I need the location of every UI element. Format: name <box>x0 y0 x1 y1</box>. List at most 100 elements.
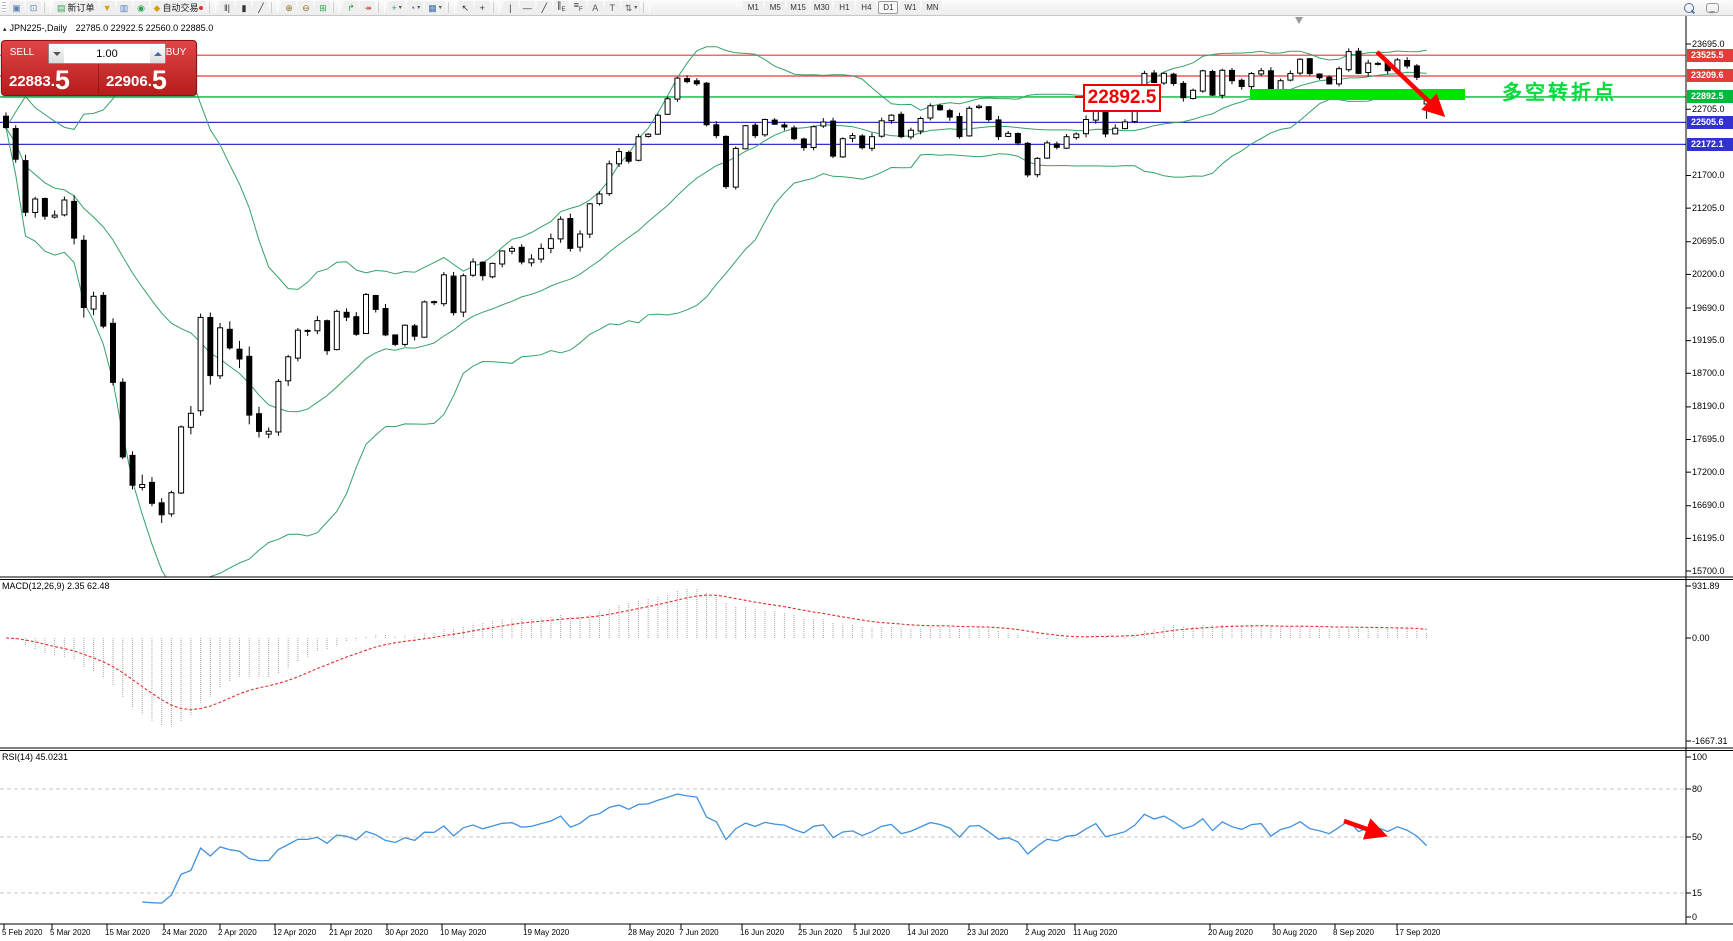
new-order-icon: ▤ <box>57 2 66 13</box>
volume-increase-button[interactable] <box>150 44 165 63</box>
buy-price[interactable]: 22906. 5 <box>106 65 167 95</box>
date-axis-label: 20 Aug 2020 <box>1208 928 1253 937</box>
channel-tool-icon: ∥E <box>556 0 566 13</box>
chart-preview-icon: ⊡ <box>29 2 38 13</box>
horizontal-line-tool-button[interactable]: — <box>519 1 535 14</box>
bar-chart-mode-button[interactable]: ‖| <box>219 1 235 14</box>
timeframe-d1-button[interactable]: D1 <box>878 1 899 14</box>
timeframe-mn-button[interactable]: MN <box>922 1 943 14</box>
macd-axis-tick: -1667.31 <box>1692 735 1728 746</box>
rsi-axis-tick: 0 <box>1692 911 1698 922</box>
channel-tool-button[interactable]: ∥E <box>553 0 569 14</box>
buy-price-int: 22906. <box>106 73 152 90</box>
text-tool-button[interactable]: A <box>587 1 603 14</box>
auto-trading-icon: ◆ <box>153 2 161 13</box>
price-level-badge: 23209.6 <box>1687 69 1733 83</box>
timeframe-m30-button[interactable]: M30 <box>810 1 833 14</box>
text-label-tool-button[interactable]: T <box>604 1 620 14</box>
rsi-axis-tick: 15 <box>1692 887 1703 898</box>
search-icon[interactable] <box>1684 2 1694 13</box>
vertical-line-tool-icon: | <box>509 2 512 13</box>
auto-trading-button[interactable]: ◆ 自动交易 <box>150 1 207 14</box>
metaeditor-button[interactable]: ▥ <box>116 1 132 14</box>
alerts-funnel-button[interactable]: ▼ <box>99 1 115 14</box>
cursor-tool-icon: ↖ <box>461 2 469 13</box>
arrows-tool-button[interactable]: ⇅ ▾ <box>621 1 641 14</box>
chart-ohlc-readout: 22785.0 22922.5 22560.0 22885.0 <box>75 23 214 33</box>
vertical-line-tool-button[interactable]: | <box>502 1 518 14</box>
price-tick: 20200.0 <box>1692 268 1725 279</box>
text-label-tool-icon: T <box>609 2 615 13</box>
toolbar-separator <box>643 2 651 13</box>
date-axis-label: 25 Jun 2020 <box>798 928 843 937</box>
price-tick: 19690.0 <box>1692 302 1725 313</box>
date-axis-label: 8 Sep 2020 <box>1333 928 1374 937</box>
buy-button[interactable]: BUY <box>158 44 194 60</box>
candlestick-mode-button[interactable]: ▮ <box>236 1 252 14</box>
price-level-badge: 22505.6 <box>1687 115 1733 129</box>
timeframe-m5-button[interactable]: M5 <box>765 1 786 14</box>
bar-chart-mode-icon: ‖| <box>223 2 230 13</box>
timeframe-m15-button[interactable]: M15 <box>787 1 809 14</box>
cursor-tool-button[interactable]: ↖ <box>457 1 473 14</box>
price-tick: 19195.0 <box>1692 335 1725 346</box>
price-tick: 18700.0 <box>1692 367 1725 378</box>
new-chart-window-icon: ▣ <box>12 2 21 13</box>
metaeditor-icon: ▥ <box>119 2 129 13</box>
sell-button[interactable]: SELL <box>4 44 40 60</box>
line-chart-mode-button[interactable]: ╱ <box>253 1 269 14</box>
chart-symbol-icon: ▴ <box>3 26 7 33</box>
timeframe-h1-button[interactable]: H1 <box>834 1 855 14</box>
date-axis-label: 5 Jul 2020 <box>853 928 890 937</box>
toolbar: ▣ ⊡ ▤ 新订单 ▼ ▥ ◉ ◆ 自动交易 ‖| ▮ ╱ ⊕ ⊖ ⊞ ↱ ↠ + ▾ ◔ ▾ ▦ ▾ ↖ + | — ╱ ∥E ≡F A T… <box>0 0 1733 16</box>
new-order-button[interactable]: ▤ 新订单 <box>54 1 98 14</box>
price-tick: 16690.0 <box>1692 500 1725 511</box>
buy-price-big-digit: 5 <box>151 65 167 95</box>
timeframe-m1-button[interactable]: M1 <box>743 1 764 14</box>
fibonacci-tool-button[interactable]: ≡F <box>570 0 586 14</box>
price-tick: 23695.0 <box>1692 38 1725 49</box>
autotrade-status-dot <box>199 5 204 10</box>
widget-divider <box>98 61 99 93</box>
timeframe-h4-button[interactable]: H4 <box>856 1 877 14</box>
price-tick: 17695.0 <box>1692 434 1725 445</box>
signals-button[interactable]: ◉ <box>133 1 149 14</box>
templates-button[interactable]: ▦ ▾ <box>425 1 445 14</box>
date-axis-label: 7 Jun 2020 <box>679 928 719 937</box>
sell-price-int: 22883. <box>9 73 55 90</box>
volume-decrease-button[interactable] <box>49 44 64 63</box>
tile-windows-button[interactable]: ⊞ <box>315 1 331 14</box>
toolbar-separator <box>447 2 455 13</box>
date-axis-label: 21 Apr 2020 <box>329 928 373 937</box>
chat-icon[interactable] <box>1706 2 1719 14</box>
price-annotation-box[interactable]: 22892.5 <box>1075 84 1161 112</box>
date-axis-label: 24 Mar 2020 <box>162 928 207 937</box>
rsi-axis-tick: 80 <box>1692 783 1703 794</box>
new-chart-window-button[interactable]: ▣ <box>9 1 24 14</box>
tile-windows-icon: ⊞ <box>319 2 327 13</box>
zoom-in-button[interactable]: ⊕ <box>281 1 297 14</box>
one-click-trading-widget: SELL BUY 22883.5 22906.5 <box>1 40 197 96</box>
toolbar-separator <box>209 2 217 13</box>
auto-scroll-button[interactable]: ↠ <box>360 1 376 14</box>
candlestick-mode-icon: ▮ <box>241 2 247 13</box>
price-level-badge: 22892.5 <box>1687 90 1733 104</box>
zoom-out-button[interactable]: ⊖ <box>298 1 314 14</box>
indicators-button[interactable]: + ▾ <box>388 1 405 14</box>
toolbar-separator <box>333 2 341 13</box>
chart-shift-button[interactable]: ↱ <box>343 1 359 14</box>
zoom-out-icon: ⊖ <box>302 2 310 13</box>
trendline-tool-button[interactable]: ╱ <box>536 1 552 14</box>
volume-input[interactable] <box>64 44 150 63</box>
chart-preview-button[interactable]: ⊡ <box>26 1 41 14</box>
turning-point-note[interactable]: 多空转折点 <box>1502 82 1617 104</box>
trendline-tool-icon: ╱ <box>541 2 547 13</box>
timeframe-w1-button[interactable]: W1 <box>900 1 921 14</box>
text-tool-icon: A <box>592 2 599 13</box>
price-level-badge: 22172.1 <box>1687 137 1733 151</box>
alerts-funnel-icon: ▼ <box>102 2 112 13</box>
crosshair-tool-button[interactable]: + <box>474 1 490 14</box>
sell-price[interactable]: 22883. 5 <box>9 67 70 94</box>
periods-button[interactable]: ◔ ▾ <box>406 1 424 14</box>
